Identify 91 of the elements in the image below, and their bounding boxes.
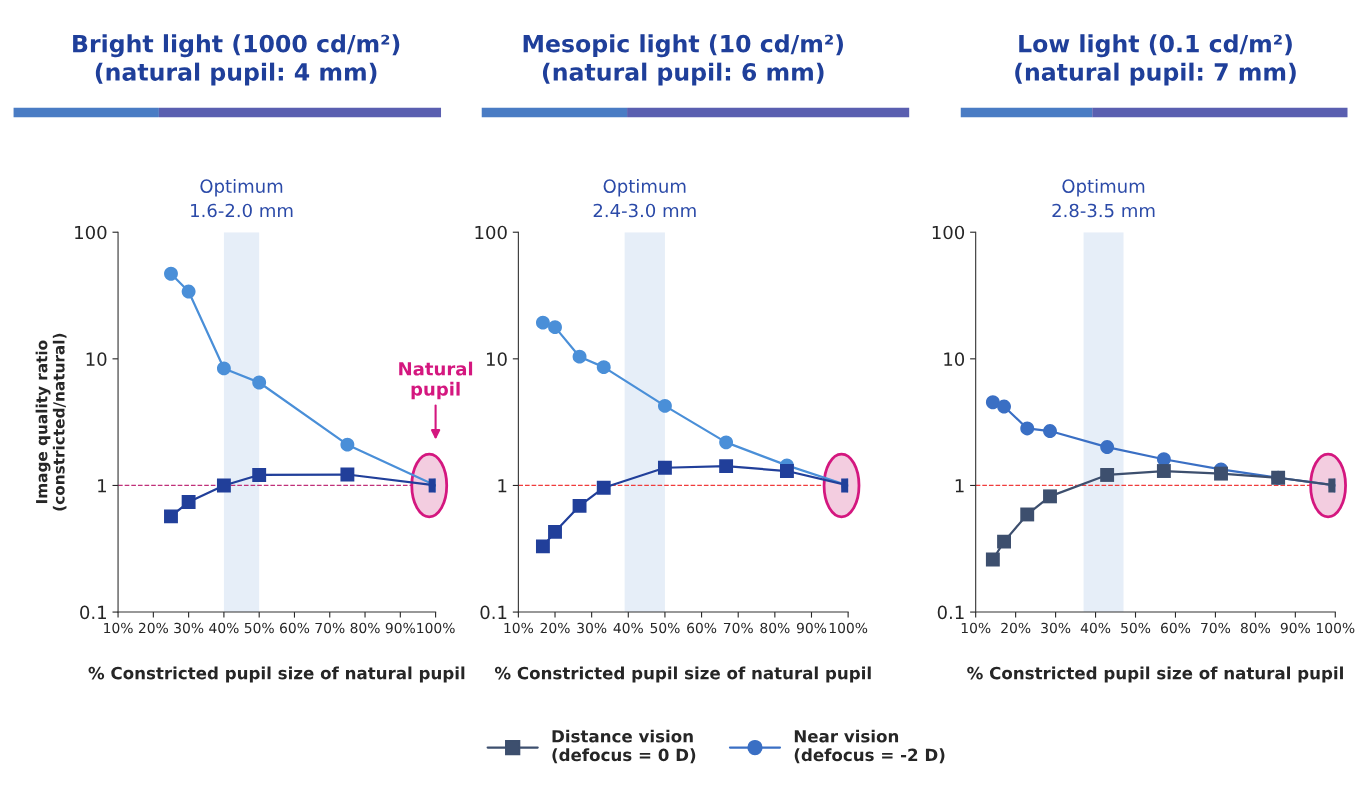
point <box>181 284 196 299</box>
point <box>164 266 178 281</box>
x-tick-label: 60% <box>687 622 717 634</box>
y-tick-label: 100 <box>932 225 965 240</box>
x-tick-label: 90% <box>1280 622 1310 634</box>
x-tick-label: 30% <box>174 622 204 634</box>
x-tick-label: 70% <box>723 622 753 634</box>
band-label: Optimum 2.8-3.5 mm <box>1052 179 1155 218</box>
point <box>719 459 734 474</box>
x-axis-title: % Constricted pupil size of natural pupil <box>494 666 871 683</box>
y-tick-label: 1 <box>98 479 106 493</box>
x-tick-label: 90% <box>385 622 415 634</box>
point <box>164 509 178 524</box>
point <box>1020 421 1035 436</box>
point <box>1214 466 1228 481</box>
x-tick-label: 60% <box>1161 622 1191 634</box>
x-tick-label: 30% <box>577 622 607 634</box>
legend-label: Distance vision (defocus = 0 D) <box>552 729 696 764</box>
y-tick-label: 10 <box>486 352 507 366</box>
point <box>1156 464 1171 478</box>
point <box>657 398 672 413</box>
x-axis-title: % Constricted pupil size of natural pupil <box>967 666 1343 683</box>
point <box>535 315 550 330</box>
x-tick-label: 20% <box>1001 622 1031 634</box>
x-tick-label: 30% <box>1041 622 1071 634</box>
point <box>985 552 1000 567</box>
x-tick-label: 10% <box>104 622 133 634</box>
x-tick-label: 100% <box>417 622 455 634</box>
y-tick-label: 100 <box>475 225 507 240</box>
point <box>1100 468 1115 482</box>
x-tick-label: 70% <box>315 622 345 634</box>
x-tick-label: 60% <box>280 622 310 634</box>
x-tick-label: 10% <box>504 622 534 634</box>
y-tick-label: 100 <box>75 225 107 240</box>
x-tick-label: 50% <box>650 622 680 634</box>
point <box>997 534 1011 549</box>
point <box>340 437 355 452</box>
x-axis-title: % Constricted pupil size of natural pupil <box>88 666 465 683</box>
point <box>216 478 231 493</box>
y-tick-label: 1 <box>955 479 964 493</box>
chart-title: Low light (0.1 cd/m²) (natural pupil: 7 mm) <box>1015 34 1296 86</box>
point <box>535 539 550 554</box>
x-tick-label: 100% <box>1316 622 1355 634</box>
x-tick-label: 10% <box>961 622 991 634</box>
point <box>216 361 231 376</box>
point <box>596 360 611 375</box>
point <box>1100 440 1115 455</box>
annotation: Natural pupil <box>399 361 473 400</box>
point <box>1043 489 1057 504</box>
x-tick-label: 40% <box>209 622 239 634</box>
band-label: Optimum 2.4-3.0 mm <box>593 179 696 218</box>
point <box>657 460 672 475</box>
x-tick-label: 50% <box>244 622 274 634</box>
point <box>1156 452 1171 467</box>
x-tick-label: 80% <box>1240 622 1271 634</box>
y-tick-label: 10 <box>86 352 107 366</box>
point <box>997 399 1011 414</box>
chart-title: Bright light (1000 cd/m²) (natural pupil: 4 mm) <box>73 34 400 86</box>
y-tick-label: 10 <box>944 352 965 366</box>
point <box>719 435 734 450</box>
x-tick-label: 80% <box>350 622 380 634</box>
point <box>181 495 196 509</box>
chart-title: Mesopic light (10 cd/m²) (natural pupil: 6 mm) <box>523 34 843 86</box>
x-tick-label: 20% <box>138 622 169 634</box>
x-tick-label: 90% <box>796 622 827 634</box>
x-tick-label: 70% <box>1201 622 1231 634</box>
x-tick-label: 50% <box>1121 622 1151 634</box>
point <box>252 468 267 482</box>
point <box>985 395 1000 410</box>
y-axis-title: Image quality ratio (constricted/natural) <box>35 333 67 511</box>
y-tick-label: 0.1 <box>480 605 507 620</box>
x-tick-label: 80% <box>760 622 790 634</box>
point <box>548 524 562 539</box>
y-tick-label: 0.1 <box>80 605 106 620</box>
point <box>596 480 611 495</box>
band-label: Optimum 1.6-2.0 mm <box>191 179 293 218</box>
point <box>1043 424 1057 438</box>
x-tick-label: 100% <box>829 622 868 634</box>
point <box>1020 507 1035 522</box>
point <box>572 349 587 364</box>
y-tick-label: 1 <box>498 479 507 493</box>
point <box>572 498 587 513</box>
point <box>548 320 562 335</box>
point <box>779 464 794 478</box>
x-tick-label: 20% <box>540 622 570 634</box>
y-tick-label: 0.1 <box>937 605 964 620</box>
x-tick-label: 40% <box>613 622 643 634</box>
x-tick-label: 40% <box>1080 622 1111 634</box>
legend-label: Near vision (defocus = -2 D) <box>794 729 945 764</box>
point <box>252 375 267 390</box>
point <box>340 467 355 482</box>
